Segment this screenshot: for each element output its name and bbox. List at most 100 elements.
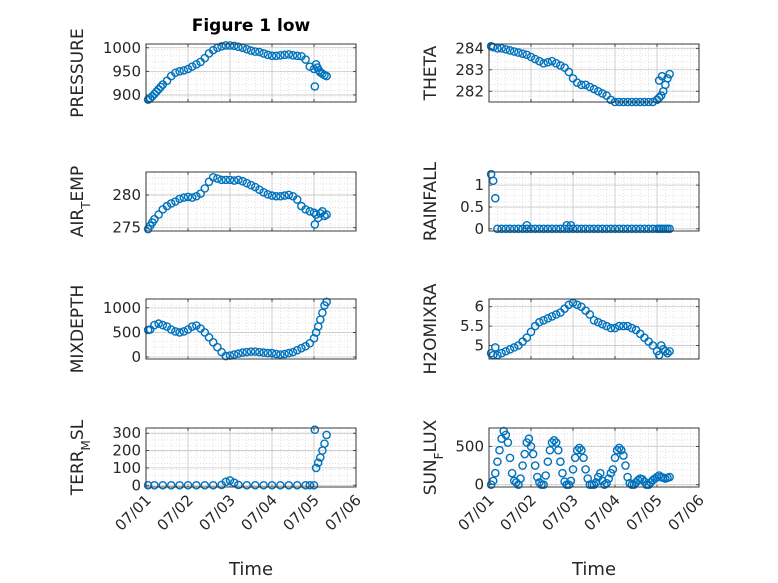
data-point — [490, 343, 500, 352]
data-point — [288, 347, 298, 357]
data-point — [284, 190, 294, 200]
data-point — [539, 224, 548, 234]
data-point — [593, 224, 603, 234]
data-point — [528, 449, 538, 459]
data-point — [593, 86, 603, 96]
data-point — [493, 457, 502, 467]
data-point — [309, 208, 319, 217]
data-point — [183, 480, 193, 490]
data-point — [598, 319, 607, 329]
data-point — [547, 438, 557, 447]
data-point — [192, 480, 201, 490]
data-point — [635, 224, 645, 234]
data-point — [545, 445, 555, 455]
data-point — [280, 50, 289, 60]
data-point — [255, 347, 264, 357]
data-point — [229, 41, 239, 51]
data-point — [229, 350, 239, 359]
data-point — [648, 341, 658, 350]
data-point — [610, 224, 620, 234]
data-point — [522, 221, 532, 230]
data-point — [493, 43, 502, 53]
data-point — [310, 425, 320, 435]
y-axis-label: H2OMIXRA — [421, 283, 441, 374]
data-point — [501, 430, 511, 440]
x-tick-label: 07/05 — [280, 491, 323, 534]
data-point — [509, 224, 519, 234]
data-point — [196, 189, 205, 198]
x-tick-label: 07/02 — [154, 491, 197, 534]
data-point — [520, 449, 530, 459]
data-point — [263, 189, 273, 199]
data-point — [225, 476, 235, 485]
x-tick-label: 07/01 — [112, 491, 155, 534]
data-point — [497, 43, 506, 53]
data-point — [250, 347, 260, 356]
x-tick-label: 07/06 — [322, 491, 365, 534]
axes-box — [488, 427, 700, 488]
data-point — [322, 71, 331, 81]
data-point — [166, 325, 176, 334]
data-point — [305, 338, 315, 348]
data-point — [310, 220, 320, 229]
data-point — [320, 439, 329, 448]
data-point — [526, 442, 536, 451]
data-point — [175, 67, 184, 76]
data-point — [663, 74, 672, 83]
data-point — [200, 328, 210, 337]
data-point — [558, 468, 567, 478]
data-point — [204, 177, 214, 187]
data-point — [522, 224, 532, 234]
data-point — [208, 172, 218, 182]
data-point — [154, 319, 163, 328]
data-point — [238, 348, 247, 357]
data-point — [570, 453, 580, 463]
data-point — [572, 78, 582, 87]
y-tick-label: 282 — [455, 82, 484, 100]
data-point — [644, 224, 653, 234]
data-point — [665, 346, 674, 356]
data-point — [556, 224, 565, 234]
panel-3: 275 280 AIRTEMP — [68, 166, 357, 237]
data-point — [242, 480, 252, 490]
data-point — [271, 191, 281, 201]
data-point — [589, 315, 599, 325]
data-point — [585, 82, 595, 92]
data-point — [267, 191, 277, 200]
y-tick-label: 275 — [112, 219, 141, 237]
data-point — [171, 197, 180, 206]
data-point — [514, 224, 523, 234]
data-point — [539, 480, 548, 490]
data-point — [505, 453, 515, 463]
data-point — [187, 62, 197, 71]
y-tick-label: 0.5 — [460, 198, 484, 216]
data-point — [652, 472, 662, 482]
data-point — [556, 61, 565, 70]
data-point — [638, 475, 647, 484]
data-point — [229, 176, 239, 185]
data-point — [246, 46, 256, 55]
data-point — [204, 333, 214, 342]
data-point — [593, 317, 603, 327]
x-tick-label: 07/03 — [539, 491, 582, 534]
data-point — [150, 320, 159, 330]
data-point — [530, 54, 540, 64]
y-tick-label: 0 — [474, 220, 484, 238]
data-point — [640, 224, 649, 234]
data-point — [596, 468, 605, 478]
data-point — [166, 199, 176, 208]
data-point — [310, 82, 320, 91]
data-point — [150, 214, 159, 224]
x-tick-label: 07/06 — [665, 491, 708, 534]
data-point — [234, 42, 243, 52]
data-point — [225, 41, 235, 50]
data-point — [501, 346, 511, 356]
data-point — [166, 480, 176, 490]
data-point — [276, 191, 285, 201]
data-point — [276, 480, 285, 490]
data-point — [623, 321, 632, 331]
data-point — [656, 91, 666, 100]
data-point — [318, 69, 327, 79]
data-point — [543, 314, 553, 323]
data-point — [661, 346, 670, 356]
